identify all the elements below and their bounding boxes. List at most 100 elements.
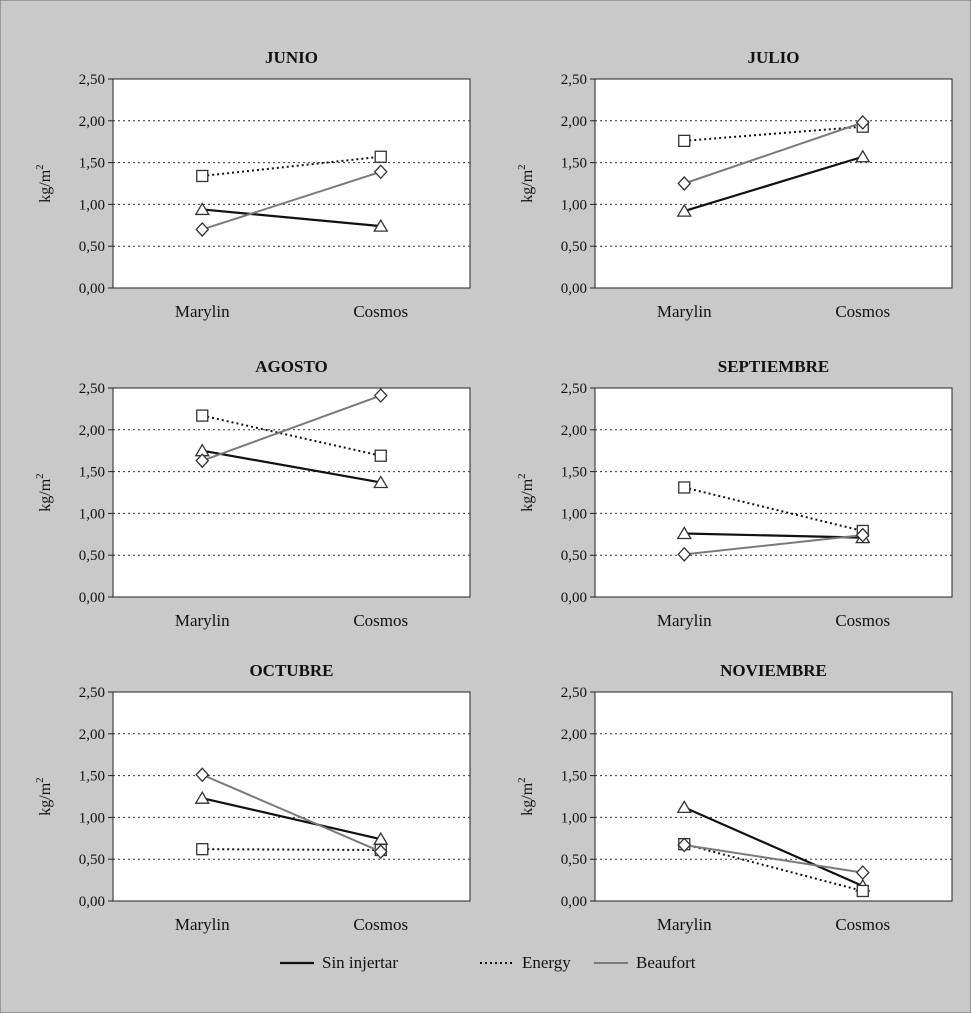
y-tick-label: 1,50 <box>79 156 105 172</box>
y-tick-label: 0,00 <box>561 281 587 297</box>
chart-panel-octubre: 0,00 0,50 1,00 1,50 2,00 2,50 OCTUBRE kg/m2 Mary… <box>34 661 471 934</box>
y-axis-label-text: kg/m <box>519 782 536 815</box>
y-tick-label: 1,00 <box>79 197 105 213</box>
y-tick-label: 0,00 <box>561 894 587 910</box>
data-point-energy <box>374 449 387 462</box>
plot-area <box>112 387 471 598</box>
y-axis-label-superscript: 2 <box>516 777 528 783</box>
series-line-beaufort <box>683 121 864 185</box>
y-axis-label-superscript: 2 <box>516 164 528 170</box>
y-tick-label: 1,00 <box>561 197 587 213</box>
plot-area <box>594 387 953 598</box>
data-point-sin-injertar <box>676 526 692 540</box>
y-tick-label: 2,50 <box>561 685 587 701</box>
y-tick-label: 2,00 <box>561 727 587 743</box>
x-category-label: Cosmos <box>835 302 890 321</box>
series-line-beaufort <box>201 170 382 231</box>
series-line-beaufort <box>201 394 382 462</box>
chart-title: JULIO <box>748 48 800 67</box>
y-axis-label-text: kg/m <box>519 169 536 202</box>
y-tick-label: 1,00 <box>79 506 105 522</box>
chart-title: JUNIO <box>265 48 318 67</box>
data-point-energy <box>374 150 387 163</box>
x-category-label: Cosmos <box>835 611 890 630</box>
series-line-beaufort <box>201 773 382 853</box>
data-point-energy <box>856 884 869 898</box>
y-axis-label: kg/m2 <box>34 777 54 815</box>
y-tick-label: 0,50 <box>561 548 587 564</box>
y-axis-label-superscript: 2 <box>34 473 46 479</box>
data-point-beaufort <box>677 837 692 853</box>
data-point-sin-injertar <box>855 149 871 163</box>
x-category-label: Cosmos <box>353 302 408 321</box>
y-tick-label: 0,50 <box>561 239 587 255</box>
y-tick-label: 2,00 <box>79 114 105 130</box>
data-point-energy <box>196 169 209 183</box>
y-tick-label: 2,50 <box>561 72 587 88</box>
y-tick-label: 2,00 <box>561 423 587 439</box>
y-tick-label: 0,00 <box>561 590 587 606</box>
data-point-beaufort <box>373 844 388 860</box>
y-tick-label: 2,50 <box>561 381 587 397</box>
data-point-beaufort <box>373 164 388 180</box>
data-point-energy <box>196 409 209 422</box>
y-axis-label-text: kg/m <box>37 782 54 815</box>
plot-area <box>594 691 953 902</box>
data-point-sin-injertar <box>373 218 389 232</box>
x-category-label: Marylin <box>175 302 230 321</box>
y-tick-label: 0,50 <box>561 852 587 868</box>
series-line-sin-injertar <box>202 208 381 228</box>
x-category-label: Cosmos <box>353 611 408 630</box>
y-tick-label: 2,00 <box>79 423 105 439</box>
y-axis-label-text: kg/m <box>37 478 54 511</box>
chart-panel-junio: 0,00 0,50 1,00 1,50 2,00 2,50 JUNIO kg/m2 Maryli… <box>34 48 471 321</box>
y-axis-label: kg/m2 <box>516 777 536 815</box>
chart-title: AGOSTO <box>255 357 327 376</box>
chart-panel-julio: 0,00 0,50 1,00 1,50 2,00 2,50 JULIO kg/m2 Maryli… <box>516 48 953 321</box>
y-tick-label: 1,50 <box>79 465 105 481</box>
y-tick-label: 2,50 <box>79 685 105 701</box>
series-line-sin-injertar <box>202 797 381 841</box>
x-category-label: Marylin <box>657 302 712 321</box>
data-point-beaufort <box>195 222 210 237</box>
data-point-beaufort <box>855 115 870 130</box>
x-category-label: Cosmos <box>835 915 890 934</box>
data-point-sin-injertar <box>194 790 210 804</box>
x-category-label: Marylin <box>657 611 712 630</box>
series-line-energy <box>202 414 381 457</box>
chart-title: SEPTIEMBRE <box>718 357 829 376</box>
y-tick-label: 0,00 <box>79 894 105 910</box>
legend-label-energy: Energy <box>522 953 571 972</box>
data-point-beaufort <box>195 767 210 783</box>
series-line-sin-injertar <box>683 806 864 887</box>
y-tick-label: 1,50 <box>79 769 105 785</box>
y-tick-label: 2,50 <box>79 381 105 397</box>
data-point-sin-injertar <box>373 475 389 489</box>
data-point-energy <box>678 134 691 148</box>
chart-panel-septiembre: 0,00 0,50 1,00 1,50 2,00 2,50 SEPTIEMBRE kg/m2 M… <box>516 357 953 630</box>
y-tick-label: 1,00 <box>561 506 587 522</box>
data-point-beaufort <box>855 527 870 543</box>
series-line-beaufort <box>684 843 863 874</box>
y-axis-label: kg/m2 <box>34 164 54 202</box>
y-axis-label-text: kg/m <box>37 169 54 202</box>
y-tick-label: 0,50 <box>79 852 105 868</box>
y-tick-label: 0,00 <box>79 281 105 297</box>
y-axis-label-text: kg/m <box>519 478 536 511</box>
y-tick-label: 0,50 <box>79 239 105 255</box>
chart-title: NOVIEMBRE <box>720 661 827 680</box>
x-category-label: Marylin <box>657 915 712 934</box>
series-line-energy <box>684 486 863 532</box>
data-point-beaufort <box>855 865 870 881</box>
series-line-sin-injertar <box>683 155 864 213</box>
chart-panel-noviembre: 0,00 0,50 1,00 1,50 2,00 2,50 NOVIEMBRE kg/m2 Ma… <box>516 661 953 934</box>
series-line-energy <box>683 843 864 892</box>
x-category-label: Marylin <box>175 915 230 934</box>
y-axis-label: kg/m2 <box>516 164 536 202</box>
y-tick-label: 2,00 <box>79 727 105 743</box>
y-tick-label: 1,50 <box>561 465 587 481</box>
series-line-beaufort <box>684 534 863 556</box>
data-point-beaufort <box>677 176 692 191</box>
y-axis-label: kg/m2 <box>34 473 54 511</box>
